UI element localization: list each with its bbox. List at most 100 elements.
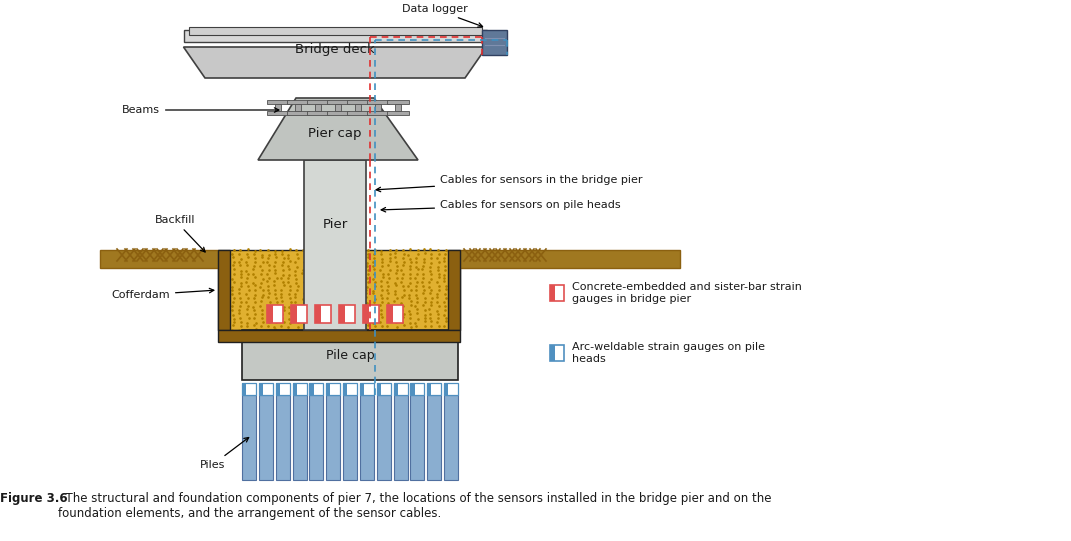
Text: Pier: Pier	[322, 219, 348, 232]
Bar	[275, 395, 289, 480]
Bar	[395, 104, 401, 111]
Text: The structural and foundation components of pier 7, the locations of the sensors: The structural and foundation components…	[58, 492, 771, 520]
Text: Pier cap: Pier cap	[308, 128, 362, 141]
Bar	[304, 160, 366, 330]
Bar	[259, 395, 273, 480]
Bar	[310, 383, 314, 395]
Bar	[310, 383, 323, 395]
Bar	[340, 305, 345, 323]
Bar	[267, 305, 273, 323]
Bar	[343, 383, 347, 395]
Bar	[410, 383, 414, 395]
Bar	[387, 111, 409, 115]
Bar	[393, 383, 407, 395]
Bar	[218, 250, 461, 330]
Bar	[327, 395, 341, 480]
Bar	[347, 111, 369, 115]
Bar	[427, 395, 441, 480]
Bar	[343, 395, 357, 480]
Bar	[327, 111, 349, 115]
Text: Piles: Piles	[199, 438, 248, 470]
Text: Cables for sensors on pile heads: Cables for sensors on pile heads	[381, 200, 620, 212]
Bar	[291, 305, 307, 323]
Bar	[310, 395, 323, 480]
Text: Bridge deck: Bridge deck	[296, 43, 375, 56]
Bar	[367, 111, 389, 115]
Bar	[295, 104, 301, 111]
Bar	[218, 330, 461, 342]
Bar	[550, 285, 564, 301]
Bar	[287, 100, 310, 104]
Text: Beams: Beams	[122, 105, 278, 115]
Bar	[267, 100, 289, 104]
Bar	[242, 395, 256, 480]
Bar	[267, 305, 283, 323]
Bar	[259, 383, 263, 395]
Bar	[242, 383, 256, 395]
Bar	[242, 383, 246, 395]
Bar	[550, 345, 564, 361]
Bar	[267, 111, 289, 115]
Bar	[188, 27, 482, 35]
Bar	[183, 30, 486, 42]
Bar	[444, 383, 448, 395]
Bar	[410, 383, 424, 395]
Bar	[343, 383, 357, 395]
Polygon shape	[258, 98, 418, 160]
Bar	[327, 383, 341, 395]
Text: Concrete-embedded and sister-bar strain
gauges in bridge pier: Concrete-embedded and sister-bar strain …	[572, 282, 802, 304]
Bar	[461, 250, 680, 268]
Bar	[218, 250, 230, 330]
Bar	[393, 395, 407, 480]
Text: Figure 3.6: Figure 3.6	[0, 492, 67, 505]
Bar	[100, 250, 218, 268]
Bar	[377, 395, 391, 480]
Bar	[360, 383, 364, 395]
Bar	[375, 104, 381, 111]
Bar	[393, 383, 397, 395]
Bar	[360, 395, 374, 480]
Bar	[550, 285, 555, 301]
Bar	[275, 383, 289, 395]
Text: Arc-weldable strain gauges on pile
heads: Arc-weldable strain gauges on pile heads	[572, 342, 765, 364]
Bar	[363, 305, 379, 323]
Bar	[387, 100, 409, 104]
Bar	[363, 305, 368, 323]
Bar	[327, 383, 330, 395]
Bar	[347, 100, 369, 104]
Bar	[444, 395, 458, 480]
Text: Cofferdam: Cofferdam	[111, 288, 214, 300]
Bar	[377, 383, 391, 395]
Bar	[292, 383, 297, 395]
Bar	[315, 305, 331, 323]
Bar	[307, 100, 329, 104]
Bar	[550, 345, 555, 361]
Bar	[307, 111, 329, 115]
Bar	[367, 100, 389, 104]
Bar	[292, 395, 306, 480]
Bar	[448, 250, 461, 330]
Bar	[387, 305, 393, 323]
Bar	[275, 383, 280, 395]
Bar	[377, 383, 381, 395]
Bar	[355, 104, 361, 111]
Bar	[427, 383, 432, 395]
Bar	[315, 305, 320, 323]
Text: Data logger: Data logger	[402, 4, 483, 27]
Bar	[259, 383, 273, 395]
Text: Pile cap: Pile cap	[326, 348, 374, 361]
Bar	[340, 305, 355, 323]
Bar	[291, 305, 297, 323]
Bar	[287, 111, 310, 115]
Bar	[327, 100, 349, 104]
Bar	[360, 383, 374, 395]
Text: Backfill: Backfill	[154, 215, 206, 252]
Bar	[482, 30, 507, 55]
Bar	[444, 383, 458, 395]
Bar	[242, 330, 458, 380]
Bar	[427, 383, 441, 395]
Bar	[410, 395, 424, 480]
Text: Cables for sensors in the bridge pier: Cables for sensors in the bridge pier	[376, 175, 643, 192]
Bar	[292, 383, 306, 395]
Bar	[315, 104, 321, 111]
